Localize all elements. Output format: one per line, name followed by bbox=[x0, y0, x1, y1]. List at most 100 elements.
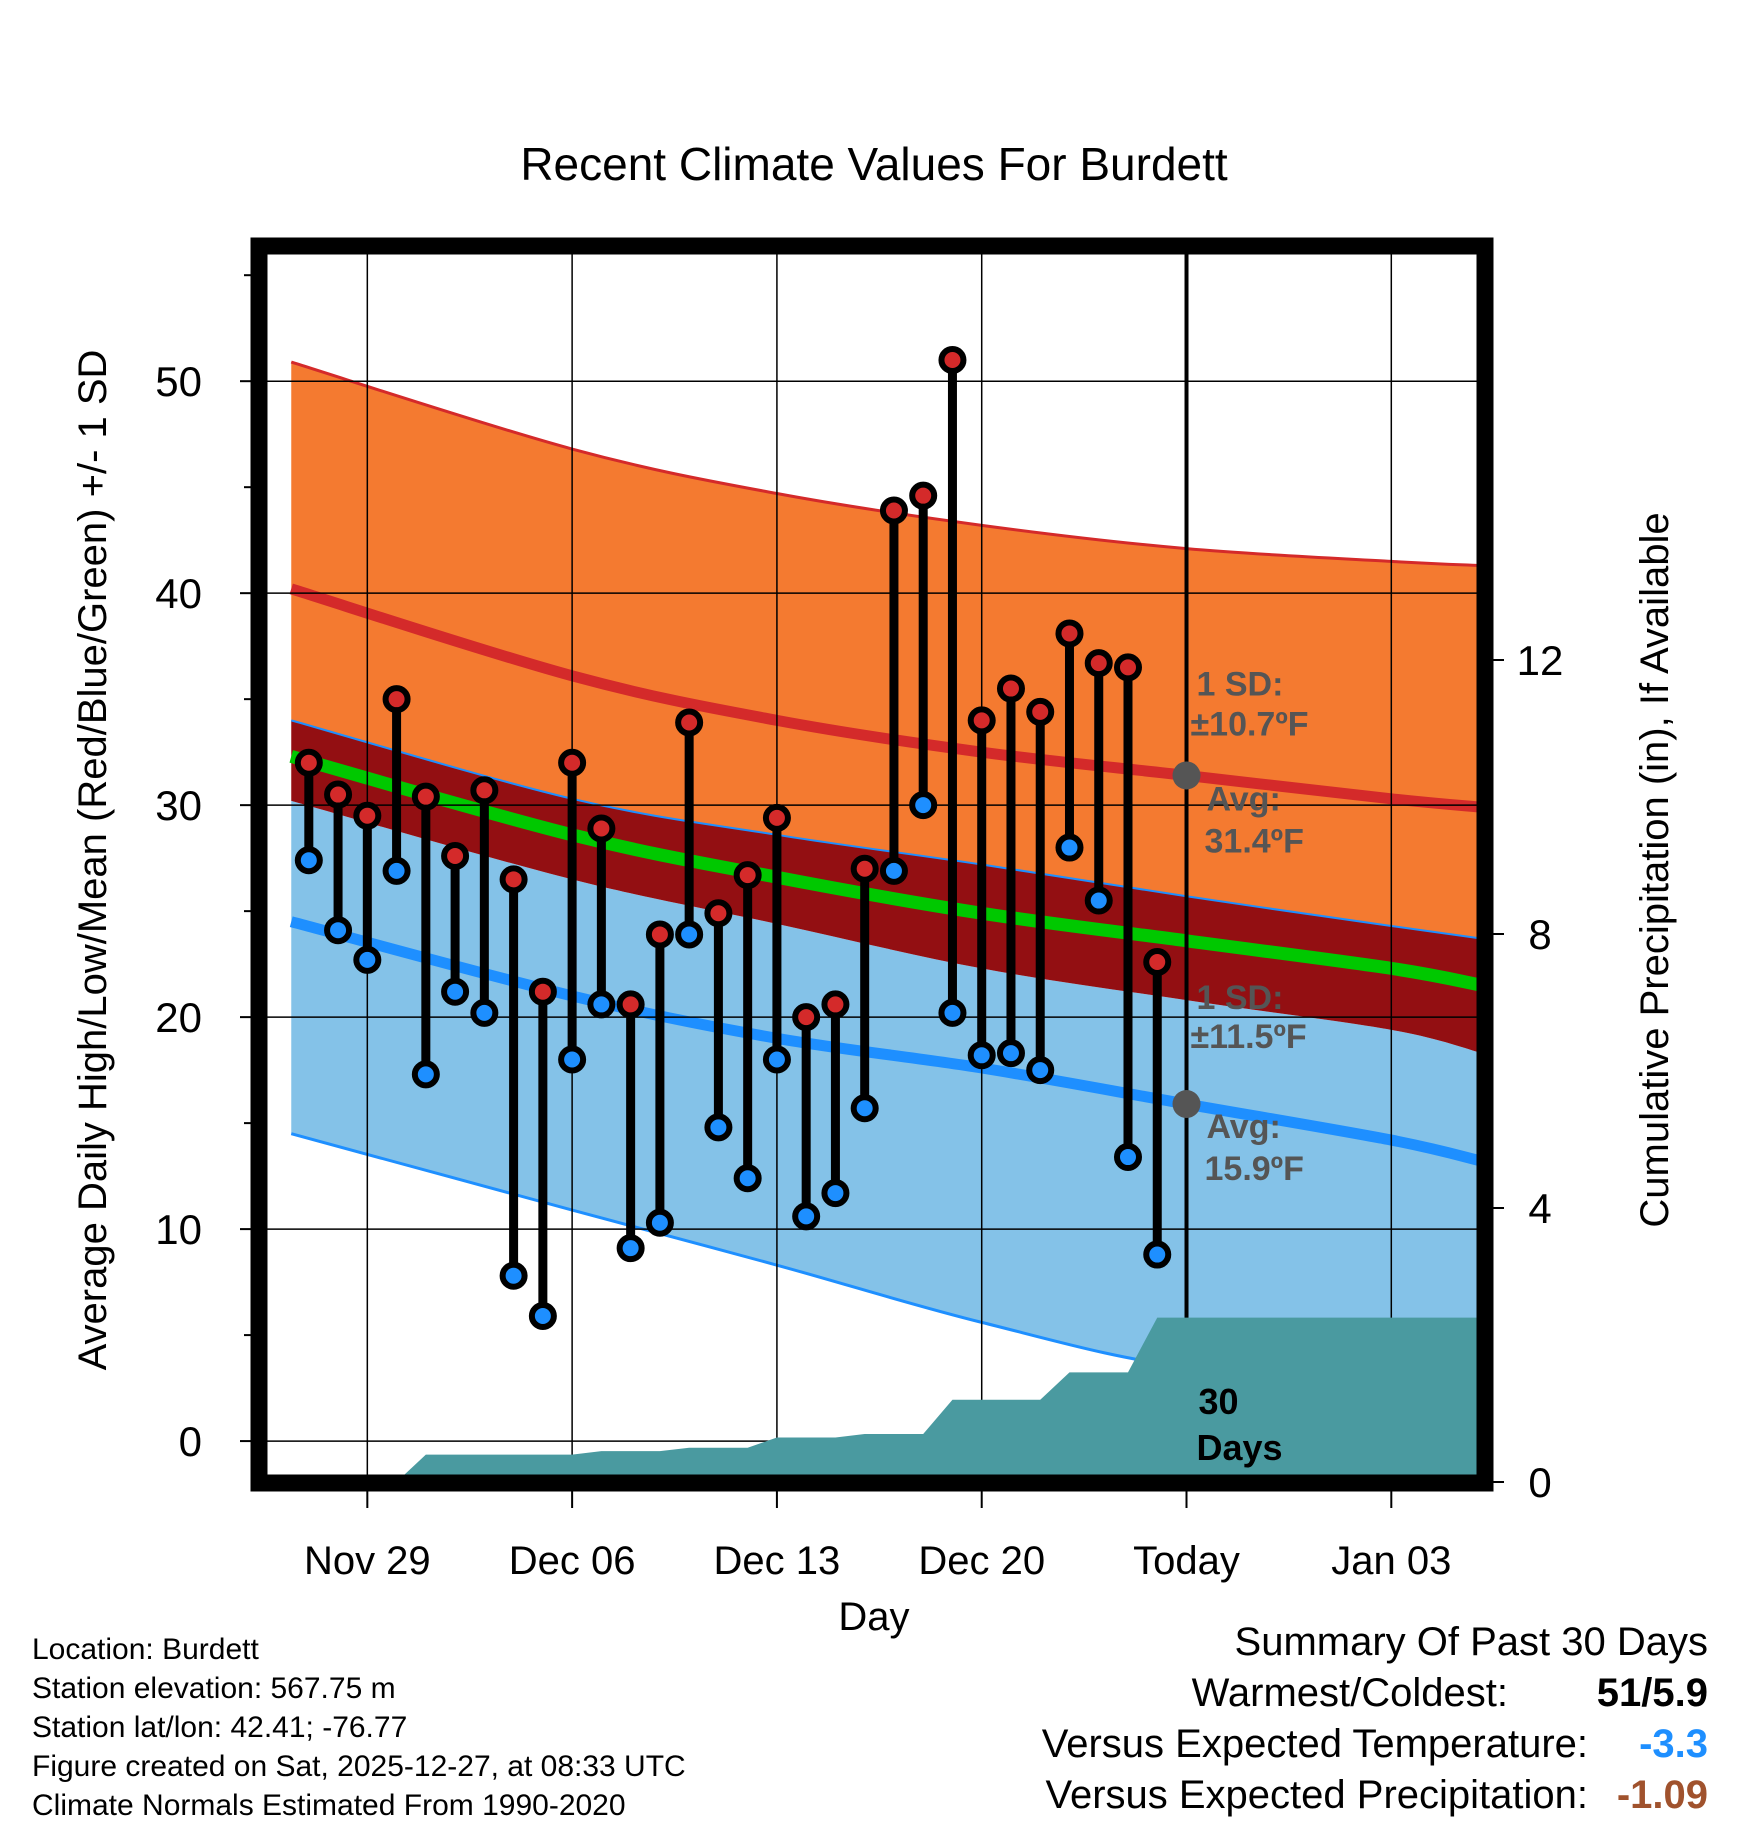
low-avg-value: 15.9ºF bbox=[1205, 1150, 1304, 1188]
low-avg-label: Avg: bbox=[1207, 1108, 1281, 1146]
warmest-coldest-value: 51/5.9 bbox=[1596, 1671, 1708, 1715]
low-avg-today-marker bbox=[1172, 1090, 1201, 1119]
x-tick-label: Today bbox=[1133, 1539, 1240, 1583]
high-point bbox=[733, 861, 762, 890]
y2-tick-label: 12 bbox=[1517, 637, 1564, 684]
low-point bbox=[470, 998, 499, 1027]
low-point bbox=[821, 1179, 850, 1208]
high-sd-value: ±10.7ºF bbox=[1191, 705, 1309, 743]
high-point bbox=[1143, 948, 1172, 977]
high-point bbox=[645, 920, 674, 949]
high-point bbox=[792, 1003, 821, 1032]
low-point bbox=[704, 1113, 733, 1142]
warmest-coldest-label: Warmest/Coldest: bbox=[1191, 1671, 1508, 1715]
x-axis-label: Day bbox=[838, 1595, 909, 1639]
x-tick-label: Dec 13 bbox=[714, 1539, 841, 1583]
low-point bbox=[879, 856, 908, 885]
elevation-text: Station elevation: 567.75 m bbox=[32, 1672, 396, 1705]
high-point bbox=[587, 814, 616, 843]
high-upper-line bbox=[290, 360, 1482, 568]
high-point bbox=[821, 990, 850, 1019]
high-point bbox=[996, 674, 1025, 703]
high-point bbox=[382, 685, 411, 714]
high-lower-line bbox=[290, 719, 1482, 940]
y-axis-label: Average Daily High/Low/Mean (Red/Blue/Gr… bbox=[71, 350, 115, 1371]
precip-area bbox=[308, 1317, 1482, 1475]
low-point bbox=[996, 1039, 1025, 1068]
y-tick-label: 40 bbox=[155, 570, 202, 617]
normals-text: Climate Normals Estimated From 1990-2020 bbox=[32, 1789, 626, 1822]
high-point bbox=[967, 706, 996, 735]
y2-tick-label: 8 bbox=[1528, 911, 1551, 958]
station-info: Location: Burdett Station elevation: 567… bbox=[32, 1630, 686, 1825]
days-label-text: Days bbox=[1197, 1427, 1283, 1468]
mean-average-line bbox=[289, 750, 1482, 992]
low-point bbox=[411, 1060, 440, 1089]
y-tick-label: 20 bbox=[155, 994, 202, 1041]
low-sd-label: 1 SD: bbox=[1197, 979, 1284, 1017]
y-tick-label: 0 bbox=[179, 1418, 202, 1465]
high-point bbox=[499, 865, 528, 894]
high-point bbox=[762, 803, 791, 832]
high-point bbox=[324, 780, 353, 809]
high-point bbox=[1113, 653, 1142, 682]
low-point bbox=[645, 1208, 674, 1237]
high-point bbox=[1084, 649, 1113, 678]
high-point bbox=[411, 782, 440, 811]
summary-panel: Summary Of Past 30 Days Warmest/Coldest:… bbox=[1042, 1620, 1708, 1824]
precip-departure-label: Versus Expected Precipitation: bbox=[1045, 1773, 1588, 1817]
y-tick-label: 10 bbox=[155, 1206, 202, 1253]
low-point bbox=[1143, 1240, 1172, 1269]
low-point bbox=[938, 998, 967, 1027]
high-sd-label: 1 SD: bbox=[1197, 665, 1284, 703]
low-point bbox=[587, 990, 616, 1019]
plot-frame bbox=[250, 237, 1494, 1492]
high-sd-band bbox=[291, 362, 1482, 939]
high-point bbox=[1055, 619, 1084, 648]
x-tick-label: Jan 03 bbox=[1331, 1539, 1451, 1583]
low-point bbox=[1055, 833, 1084, 862]
high-point bbox=[470, 776, 499, 805]
chart-title: Recent Climate Values For Burdett bbox=[520, 138, 1228, 190]
low-point bbox=[1113, 1143, 1142, 1172]
low-point bbox=[1084, 886, 1113, 915]
created-text: Figure created on Sat, 2025-12-27, at 08… bbox=[32, 1750, 686, 1783]
low-point bbox=[616, 1234, 645, 1263]
low-point bbox=[382, 856, 411, 885]
high-point bbox=[558, 748, 587, 777]
high-point bbox=[909, 481, 938, 510]
x-tick-label: Dec 06 bbox=[509, 1539, 636, 1583]
low-point bbox=[324, 916, 353, 945]
temp-departure-value: -3.3 bbox=[1639, 1722, 1708, 1766]
low-point bbox=[909, 791, 938, 820]
low-point bbox=[441, 977, 470, 1006]
high-point bbox=[938, 345, 967, 374]
high-point bbox=[704, 899, 733, 928]
high-avg-value: 31.4ºF bbox=[1205, 822, 1304, 860]
low-point bbox=[733, 1164, 762, 1193]
high-point bbox=[441, 842, 470, 871]
low-point bbox=[353, 945, 382, 974]
precip-departure-value: -1.09 bbox=[1616, 1773, 1708, 1817]
high-average-line bbox=[289, 583, 1482, 813]
low-sd-band bbox=[291, 800, 1482, 1371]
y-tick-label: 30 bbox=[155, 782, 202, 829]
y2-axis-label: Cumulative Precipitation (in), If Availa… bbox=[1633, 512, 1677, 1227]
y2-tick-label: 4 bbox=[1528, 1185, 1551, 1232]
high-point bbox=[879, 496, 908, 525]
low-point bbox=[528, 1302, 557, 1331]
low-point bbox=[850, 1094, 879, 1123]
temp-departure-label: Versus Expected Temperature: bbox=[1041, 1722, 1588, 1766]
low-point bbox=[1026, 1056, 1055, 1085]
high-point bbox=[353, 801, 382, 830]
x-tick-label: Dec 20 bbox=[918, 1539, 1045, 1583]
summary-title: Summary Of Past 30 Days bbox=[1234, 1620, 1708, 1664]
high-avg-today-marker bbox=[1172, 761, 1201, 790]
location-text: Location: Burdett bbox=[32, 1633, 259, 1666]
high-point bbox=[616, 990, 645, 1019]
latlon-text: Station lat/lon: 42.41; -76.77 bbox=[32, 1711, 408, 1744]
high-point bbox=[1026, 697, 1055, 726]
low-point bbox=[762, 1045, 791, 1074]
high-avg-label: Avg: bbox=[1207, 780, 1281, 818]
